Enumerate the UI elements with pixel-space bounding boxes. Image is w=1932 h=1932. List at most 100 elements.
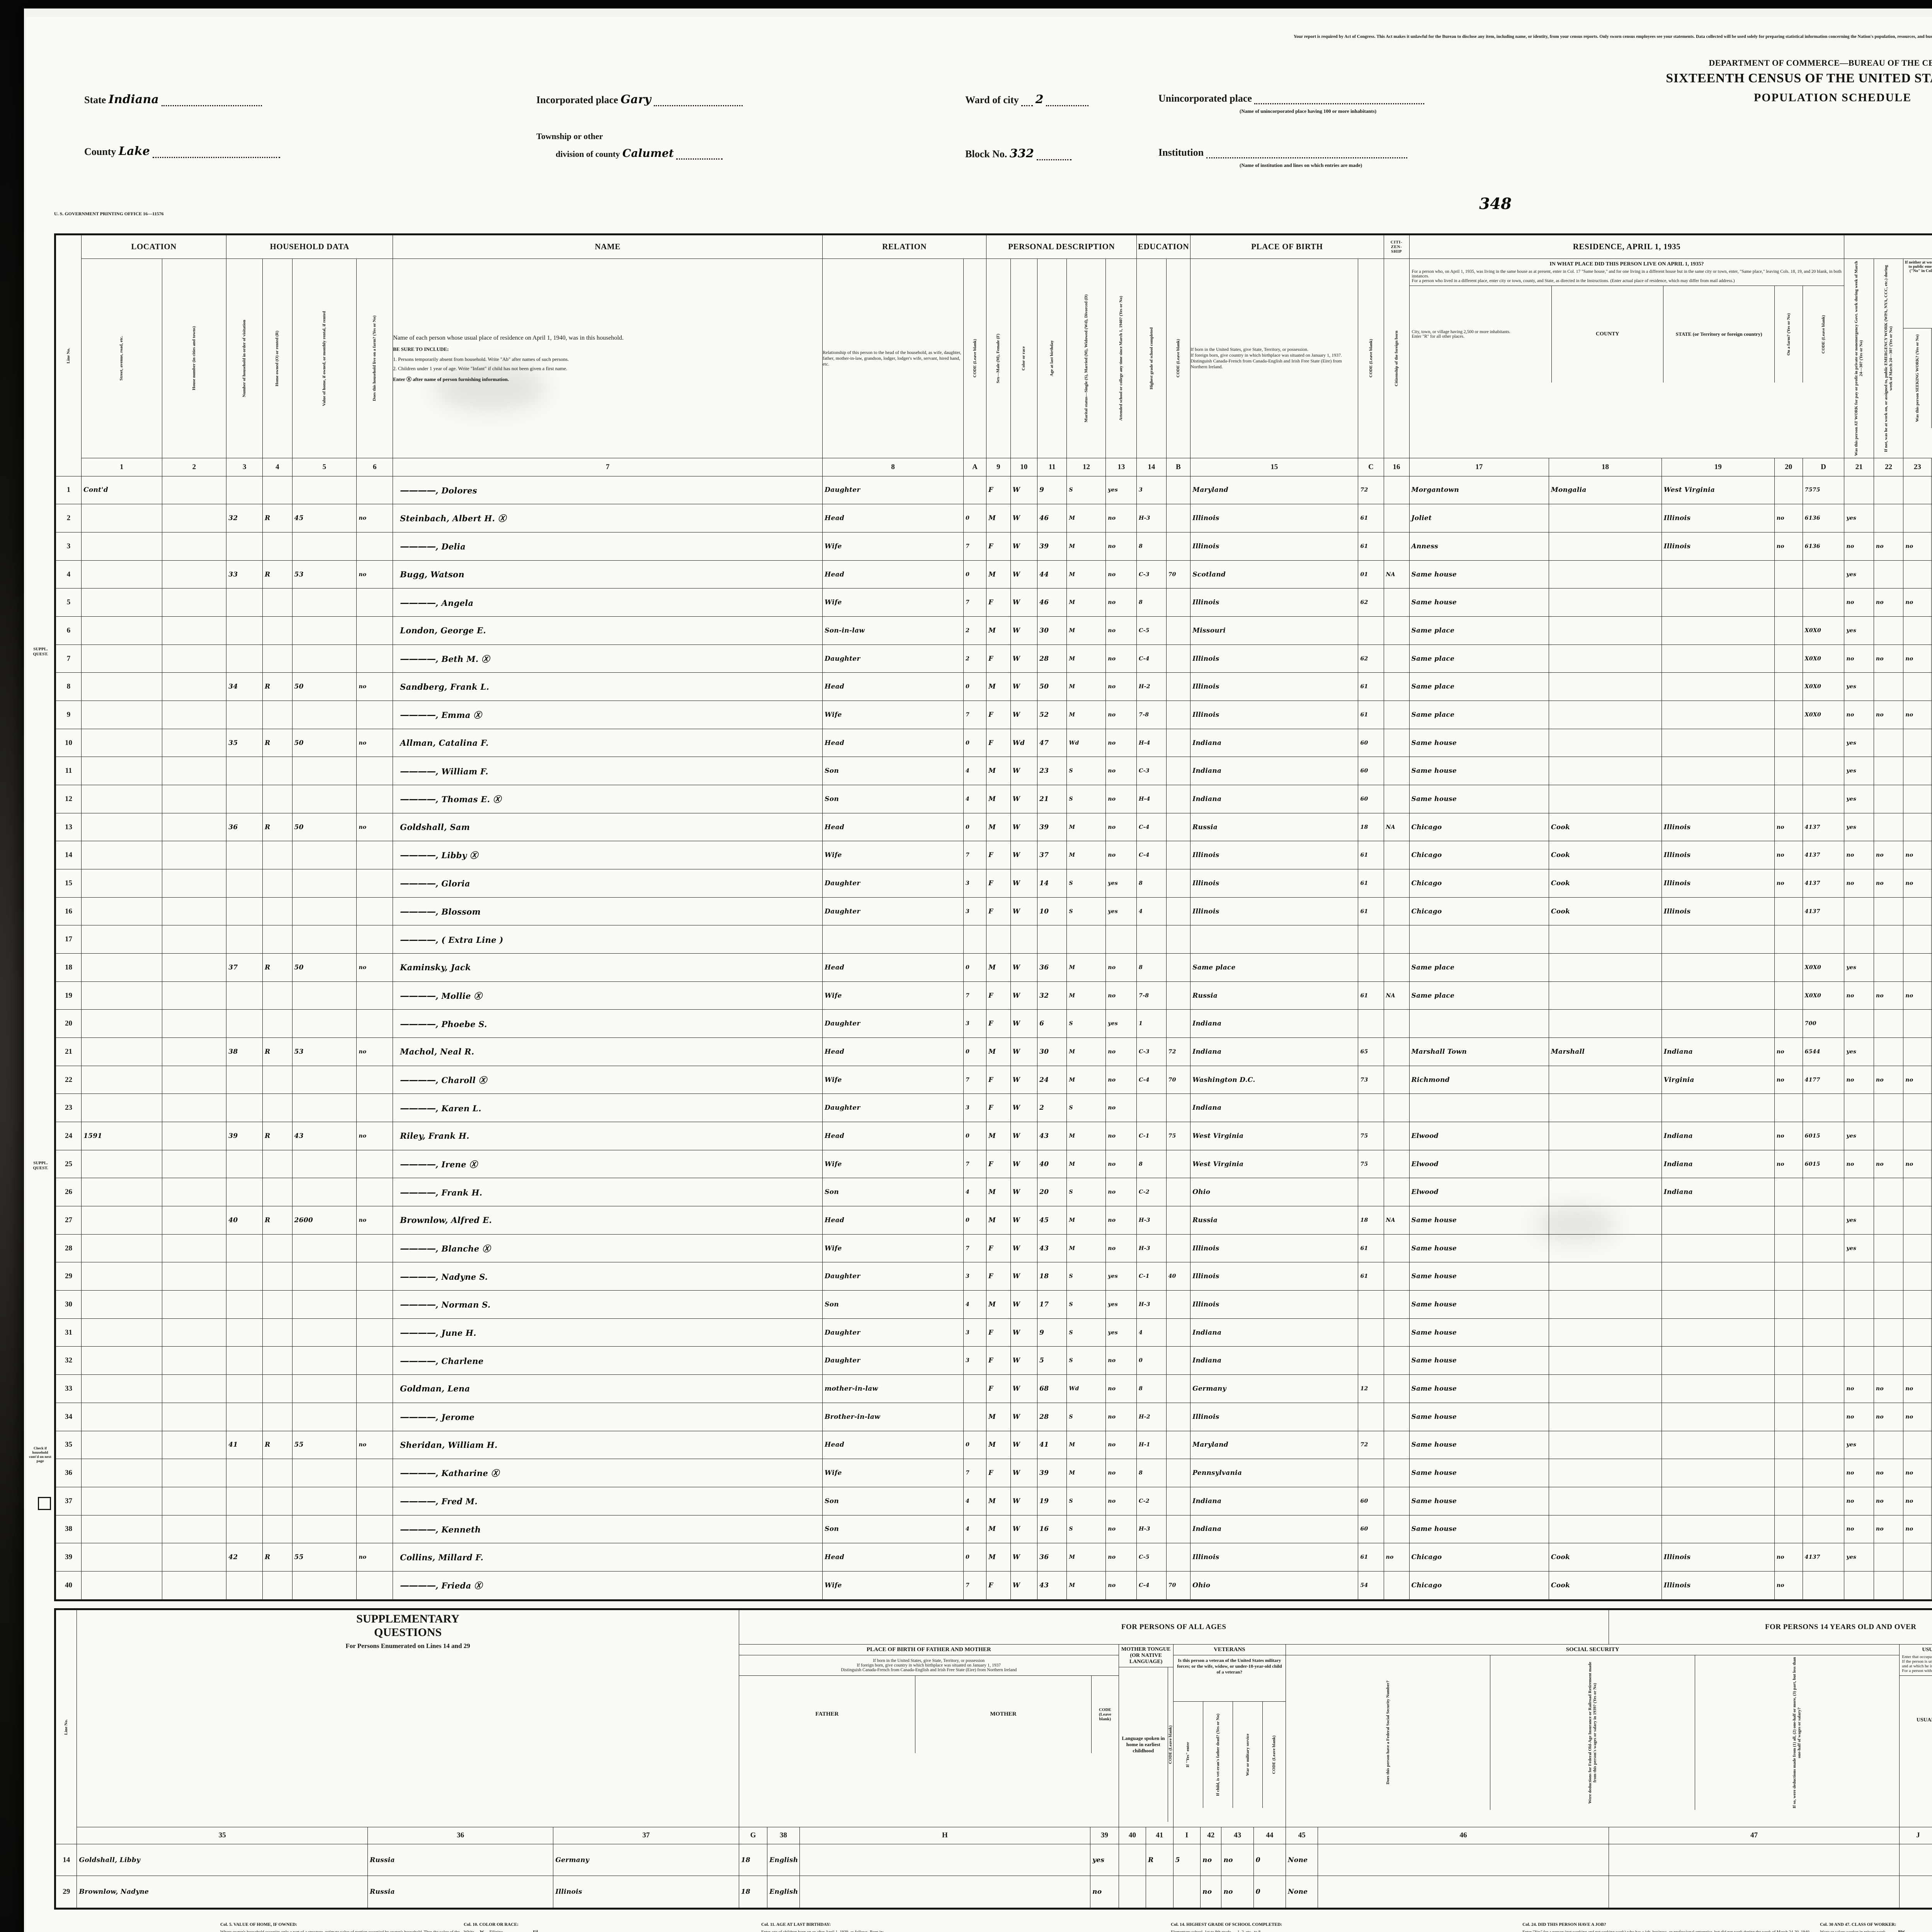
cell-res_county[interactable] bbox=[1548, 1346, 1662, 1375]
cell-street[interactable] bbox=[81, 1430, 162, 1459]
cell-codeD[interactable]: 700 bbox=[1802, 1009, 1845, 1038]
cell-q22[interactable]: no bbox=[1873, 588, 1904, 617]
cell-q21[interactable] bbox=[1844, 1009, 1874, 1038]
cell-farm[interactable] bbox=[356, 701, 393, 729]
cell-codeD[interactable]: X0X0 bbox=[1802, 701, 1845, 729]
cell-color[interactable]: W bbox=[1010, 532, 1038, 561]
cell-own[interactable] bbox=[262, 1346, 293, 1375]
cell-res_state[interactable] bbox=[1661, 785, 1775, 813]
cell-age[interactable]: 52 bbox=[1037, 701, 1067, 729]
cell-res_county[interactable] bbox=[1548, 1515, 1662, 1544]
cell-farm[interactable] bbox=[356, 1065, 393, 1094]
cell-birth[interactable]: Indiana bbox=[1190, 1515, 1359, 1544]
cell-marital[interactable]: M bbox=[1066, 1150, 1106, 1179]
cell-codeA[interactable]: 0 bbox=[963, 672, 987, 701]
cell-color[interactable]: W bbox=[1010, 1122, 1038, 1150]
cell-cit[interactable]: NA bbox=[1383, 560, 1410, 589]
cell-codeC[interactable] bbox=[1358, 1402, 1384, 1431]
cell-codeA[interactable]: 3 bbox=[963, 1262, 987, 1291]
cell-sex[interactable]: M bbox=[986, 1430, 1011, 1459]
cell-q21[interactable]: no bbox=[1844, 1515, 1874, 1544]
cell-hh[interactable] bbox=[226, 1065, 263, 1094]
cell-codeC[interactable] bbox=[1358, 925, 1384, 954]
cell-val[interactable] bbox=[292, 925, 357, 954]
supp-cell-q43[interactable]: no bbox=[1221, 1876, 1254, 1908]
cell-q23[interactable] bbox=[1903, 1262, 1932, 1291]
cell-res_city[interactable]: Elwood bbox=[1409, 1150, 1549, 1179]
cell-farm35[interactable] bbox=[1774, 1262, 1803, 1291]
cell-q21[interactable] bbox=[1844, 476, 1874, 505]
cell-school[interactable]: no bbox=[1105, 644, 1137, 673]
cell-color[interactable]: W bbox=[1010, 504, 1038, 532]
supp-cell-codeH[interactable] bbox=[799, 1844, 1091, 1876]
cell-name[interactable]: Brownlow, Alfred E. bbox=[393, 1206, 823, 1235]
cell-color[interactable]: W bbox=[1010, 1234, 1038, 1263]
cell-val[interactable]: 50 bbox=[292, 953, 357, 982]
cell-codeD[interactable] bbox=[1802, 1402, 1845, 1431]
cell-birth[interactable]: Illinois bbox=[1190, 532, 1359, 561]
cell-res_city[interactable]: Same house bbox=[1409, 757, 1549, 786]
cell-street[interactable] bbox=[81, 785, 162, 813]
cell-codeA[interactable] bbox=[963, 476, 987, 505]
cell-sex[interactable]: M bbox=[986, 1178, 1011, 1207]
cell-age[interactable]: 17 bbox=[1037, 1290, 1067, 1319]
cell-street[interactable] bbox=[81, 953, 162, 982]
supp-cell-vet39[interactable]: no bbox=[1090, 1876, 1119, 1908]
cell-codeA[interactable]: 7 bbox=[963, 1234, 987, 1263]
cell-sex[interactable]: F bbox=[986, 1318, 1011, 1347]
cell-cit[interactable] bbox=[1383, 1571, 1410, 1600]
cell-cit[interactable] bbox=[1383, 1318, 1410, 1347]
cell-farm35[interactable] bbox=[1774, 1515, 1803, 1544]
cell-q23[interactable]: no bbox=[1903, 532, 1932, 561]
cell-farm35[interactable]: no bbox=[1774, 1037, 1803, 1066]
cell-color[interactable]: W bbox=[1010, 1009, 1038, 1038]
cell-marital[interactable]: M bbox=[1066, 532, 1106, 561]
cell-codeD[interactable] bbox=[1802, 1571, 1845, 1600]
cell-val[interactable] bbox=[292, 841, 357, 870]
cell-sex[interactable]: F bbox=[986, 1374, 1011, 1403]
cell-school[interactable]: no bbox=[1105, 1178, 1137, 1207]
cell-birth[interactable]: Indiana bbox=[1190, 1346, 1359, 1375]
cell-own[interactable] bbox=[262, 897, 293, 926]
cell-farm35[interactable] bbox=[1774, 560, 1803, 589]
cell-sex[interactable]: M bbox=[986, 813, 1011, 842]
cell-codeB[interactable] bbox=[1166, 841, 1191, 870]
cell-q21[interactable]: no bbox=[1844, 981, 1874, 1010]
cell-codeD[interactable] bbox=[1802, 925, 1845, 954]
cell-relation[interactable]: Wife bbox=[822, 532, 964, 561]
cell-street[interactable] bbox=[81, 560, 162, 589]
cell-cit[interactable] bbox=[1383, 1374, 1410, 1403]
cell-age[interactable]: 36 bbox=[1037, 953, 1067, 982]
cell-age[interactable]: 30 bbox=[1037, 616, 1067, 645]
cell-cit[interactable] bbox=[1383, 869, 1410, 898]
cell-codeC[interactable] bbox=[1358, 1009, 1384, 1038]
cell-res_state[interactable] bbox=[1661, 1346, 1775, 1375]
cell-res_city[interactable]: Same house bbox=[1409, 560, 1549, 589]
cell-res_county[interactable] bbox=[1548, 672, 1662, 701]
cell-val[interactable] bbox=[292, 616, 357, 645]
cell-val[interactable] bbox=[292, 1374, 357, 1403]
cell-own[interactable]: R bbox=[262, 728, 293, 757]
cell-hh[interactable]: 34 bbox=[226, 672, 263, 701]
cell-res_city[interactable]: Same house bbox=[1409, 1374, 1549, 1403]
cell-relation[interactable]: mother-in-law bbox=[822, 1374, 964, 1403]
cell-farm35[interactable] bbox=[1774, 616, 1803, 645]
supp-table-row[interactable]: 29 Brownlow, Nadyne Russia Illinois 18 Englis… bbox=[55, 1876, 1932, 1908]
cell-q22[interactable] bbox=[1873, 1178, 1904, 1207]
supp-cell-name[interactable]: Brownlow, Nadyne bbox=[77, 1876, 368, 1908]
cell-codeD[interactable] bbox=[1802, 1262, 1845, 1291]
cell-house[interactable] bbox=[162, 1262, 227, 1291]
cell-farm[interactable]: no bbox=[356, 1543, 393, 1571]
cell-codeA[interactable]: 0 bbox=[963, 1430, 987, 1459]
cell-marital[interactable]: M bbox=[1066, 1430, 1106, 1459]
cell-codeB[interactable] bbox=[1166, 757, 1191, 786]
cell-street[interactable] bbox=[81, 1037, 162, 1066]
cell-school[interactable]: no bbox=[1105, 1234, 1137, 1263]
cell-relation[interactable]: Daughter bbox=[822, 897, 964, 926]
cell-q23[interactable] bbox=[1903, 476, 1932, 505]
supp-cell-codeJ[interactable] bbox=[1899, 1844, 1932, 1876]
cell-cit[interactable] bbox=[1383, 616, 1410, 645]
